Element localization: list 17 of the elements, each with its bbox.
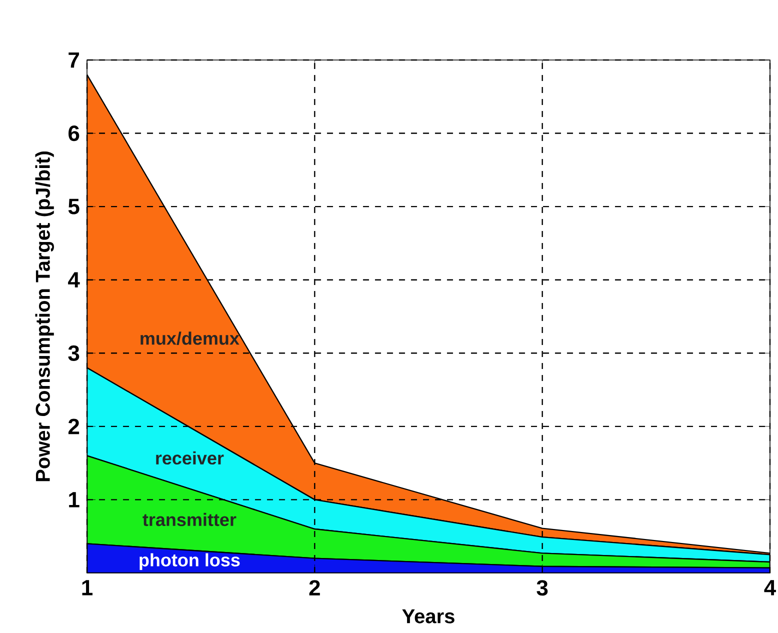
- y-tick-label: 2: [68, 418, 80, 434]
- series-label: photon loss: [140, 553, 240, 570]
- y-axis-title: Power Consumption Target (pJ/bit): [35, 152, 54, 482]
- series-label: mux/demux: [140, 332, 240, 345]
- y-tick-label: 4: [68, 272, 80, 288]
- x-axis-title: Years: [402, 609, 454, 624]
- series-label: transmitter: [142, 512, 236, 526]
- y-tick-label: 6: [68, 126, 80, 142]
- series-label: receiver: [156, 451, 224, 465]
- x-tick-label: 1: [82, 580, 92, 596]
- x-tick-label: 2: [309, 580, 320, 596]
- y-tick-label: 3: [68, 345, 80, 361]
- x-tick-label: 4: [764, 580, 776, 596]
- y-tick-label: 7: [68, 52, 79, 68]
- x-tick-label: 3: [536, 580, 548, 596]
- y-tick-label: 1: [69, 492, 80, 508]
- y-tick-label: 5: [68, 198, 80, 214]
